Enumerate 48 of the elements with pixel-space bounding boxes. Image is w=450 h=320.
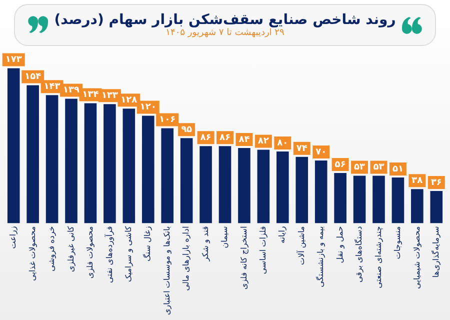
x-tick-label: دستگاه‌های برقی: [354, 226, 364, 283]
data-label: ۸۲: [258, 136, 270, 147]
x-tick-label: خرده فروشی: [47, 226, 56, 272]
data-label: ۱۲۸: [120, 95, 138, 106]
data-label: ۷۴: [296, 144, 308, 154]
data-label: ۳۶: [430, 178, 442, 188]
data-label: ۵۳: [354, 162, 366, 173]
data-label: ۱۰۶: [159, 115, 176, 126]
x-tick-label: بانک‌ها و موسسات اعتباری: [162, 226, 172, 316]
x-tick-label: منسوجات: [393, 226, 402, 260]
x-tick-label: استخراج کانه فلزی: [239, 226, 248, 290]
data-label: ۱۳۳: [101, 90, 118, 101]
x-tick-label: اداره بازارهای مالی: [182, 226, 191, 291]
data-label: ۸۶: [200, 133, 212, 144]
x-tick-label: کانی غیرفلزی: [66, 226, 76, 272]
data-label: ۷۰: [316, 147, 327, 158]
data-label: ۹۵: [181, 124, 193, 135]
x-tick-label: محصولات شیمیایی: [412, 226, 422, 289]
x-tick-label: محصولات غذایی: [28, 226, 37, 281]
x-tick-label: زراعت: [8, 226, 18, 249]
x-tick-label: رایانه: [278, 226, 287, 244]
x-tick-label: محصولات فلزی: [86, 226, 95, 278]
data-label: ۱۷۳: [5, 55, 22, 66]
x-tick-label: زغال سنگ: [142, 226, 152, 262]
x-tick-label: کاشی و سرامیک: [124, 226, 133, 282]
chart-title: روند شاخص صنایع سقف‌شکن بازار سهام (درصد): [54, 12, 396, 28]
data-label: ۸۰: [277, 138, 288, 148]
data-label: ۱۳۴: [82, 90, 100, 100]
x-tick-label: سرمایه‌گذاری‌ها: [430, 226, 440, 278]
data-label: ۸۶: [220, 133, 230, 144]
x-tick-label: بیمه و بازنشستگی: [315, 226, 326, 288]
data-label: ۱۲۰: [140, 102, 156, 113]
data-label: ۵۶: [334, 160, 346, 170]
x-tick-label: فلزات اساسی: [258, 226, 268, 274]
data-label: ۱۴۳: [44, 82, 61, 92]
data-label: ۱۵۴: [24, 72, 42, 82]
data-label: ۳۸: [412, 176, 424, 186]
x-tick-label: سیمان: [220, 226, 230, 248]
data-label: ۸۴: [238, 134, 250, 145]
x-tick-label: ماشین آلات: [296, 226, 306, 265]
data-label: ۵۳: [373, 162, 385, 173]
x-tick-label: چندرشته‌ای صنعتی: [374, 226, 383, 288]
x-tick-label: قند و شکر: [200, 226, 210, 262]
x-tick-label: فرآورده‌های نفتی: [104, 226, 114, 283]
x-tick-label: حمل و نقل: [335, 226, 344, 264]
chart-subtitle: ۲۹ اردیبهشت تا ۷ شهریور ۱۴۰۵: [164, 28, 286, 38]
data-label: ۵۱: [392, 164, 404, 174]
data-label: ۱۳۹: [63, 86, 80, 96]
